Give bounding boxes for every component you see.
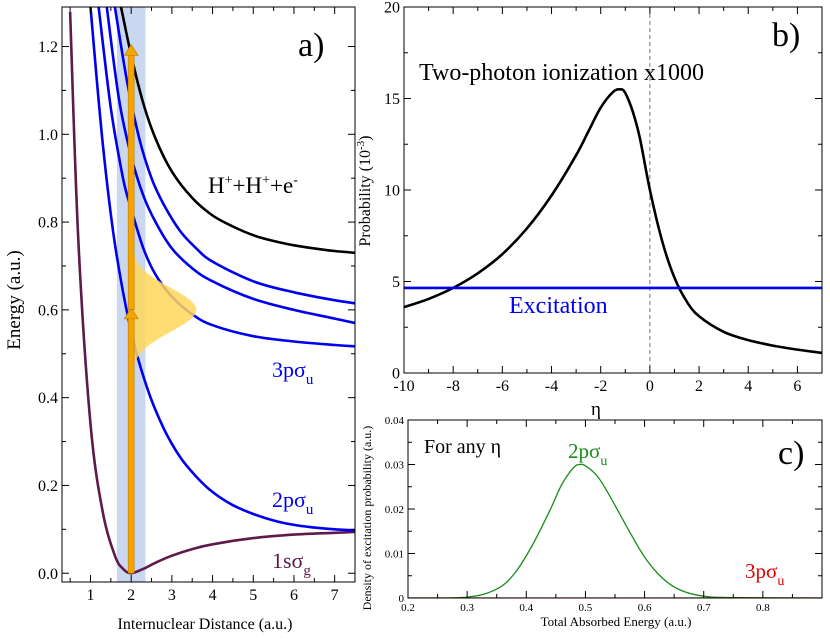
panel-a-xtick-label: 4 — [209, 587, 217, 604]
panel-b-xtick-label: -8 — [447, 378, 460, 395]
threshold-label: H++H++e- — [208, 173, 298, 198]
panel-b-xtick-label: 4 — [744, 378, 752, 395]
panel-c-xtick-label: 0.8 — [756, 602, 770, 614]
panel-c-xtick-label: 0.6 — [638, 602, 652, 614]
panel-a-xtick-label: 6 — [290, 587, 298, 604]
curve-h-h-e- — [119, 7, 355, 255]
panel-c-ytick-label: 0.01 — [385, 548, 404, 560]
panel-a-ytick-label: 0.2 — [38, 478, 58, 495]
panel-c-annotation: For any η — [424, 436, 501, 458]
panel-a-xtick-label: 1 — [86, 587, 94, 604]
panel-c-xtick-label: 0.2 — [401, 602, 415, 614]
panel-b-ytick-label: 0 — [392, 366, 400, 383]
panel-b-xtick-label: -10 — [393, 378, 414, 395]
panel-c-ylabel: Density of excitation probability (a.u.) — [360, 426, 374, 611]
panel-c-xlabel: Total Absorbed Energy (a.u.) — [541, 614, 692, 629]
panel-c-xtick-label: 0.5 — [579, 602, 593, 614]
panel-a-ytick-label: 1.2 — [38, 39, 58, 56]
panel-b: b) Two-photon ionization x1000 Excitatio… — [355, 0, 823, 420]
curve-label-2psu: 2pσu — [272, 487, 314, 518]
panel-b-xtick-label: 6 — [793, 378, 801, 395]
panel-c-ytick-label: 0.04 — [385, 415, 405, 427]
panel-b-ytick-label: 20 — [384, 0, 400, 17]
panel-a-xtick-label: 2 — [127, 587, 135, 604]
curve-two-photon-ionization-x1000 — [404, 87, 822, 355]
panel-b-ylabel: Probability (10-3) — [355, 136, 374, 247]
curve-1s-g — [68, 11, 355, 575]
panel-a-ytick-label: 0.6 — [38, 302, 58, 319]
panel-c: c) For any η 2pσu 3pσu Total Absorbed En… — [360, 415, 823, 629]
panel-a-label: a) — [298, 27, 324, 64]
panel-a-xtick-label: 5 — [249, 587, 257, 604]
panel-b-annotation: Two-photon ionization x1000 — [419, 60, 704, 86]
panel-c-ytick-label: 0.03 — [385, 459, 405, 471]
panel-b-ytick-label: 10 — [384, 183, 400, 200]
panel-a-frame — [61, 6, 356, 583]
transition-arrow-shaft — [127, 54, 135, 311]
panel-a-xtick-label: 7 — [331, 587, 339, 604]
panel-b-xlabel: η — [591, 399, 601, 420]
transition-arrow-shaft — [127, 317, 135, 574]
panel-c-ytick-label: 0.02 — [385, 504, 404, 516]
curve-state-4 — [105, 7, 355, 325]
curve-label-1ssg: 1sσg — [272, 548, 311, 579]
panel-c-ytick-label: 0 — [399, 593, 405, 605]
panel-a-ytick-label: 0.8 — [38, 215, 58, 232]
panel-b-xtick-label: -4 — [545, 378, 558, 395]
panel-b-xtick-label: -6 — [496, 378, 509, 395]
panel-b-ytick-label: 5 — [392, 274, 400, 291]
curve-label-3psu: 3pσu — [272, 357, 314, 388]
panel-b-xtick-label: -2 — [594, 378, 607, 395]
curve-2p-u — [89, 7, 355, 532]
panel-b-xtick-label: 0 — [646, 378, 654, 395]
curve-c-2p-u — [408, 463, 822, 598]
panel-c-xtick-label: 0.7 — [697, 602, 711, 614]
panel-a-plot — [68, 7, 355, 582]
transition-arrow-head — [123, 307, 139, 320]
panel-b-ytick-label: 15 — [384, 91, 400, 108]
excitation-label: Excitation — [509, 293, 608, 319]
panel-a-xtick-label: 3 — [168, 587, 176, 604]
curve-label-c-3psu: 3pσu — [745, 559, 784, 589]
panel-b-xtick-label: 2 — [695, 378, 703, 395]
panel-c-xtick-label: 0.3 — [460, 602, 474, 614]
panel-b-label: b) — [772, 17, 800, 54]
panel-c-label: c) — [778, 435, 804, 472]
curve-state-5 — [113, 7, 355, 305]
panel-a-ytick-label: 0.4 — [38, 390, 58, 407]
curve-label-c-2psu: 2pσu — [568, 439, 607, 469]
wavepacket — [131, 241, 197, 381]
panel-a-ytick-label: 0.0 — [38, 566, 58, 583]
panel-a-ytick-label: 1.0 — [38, 127, 58, 144]
panel-a-xlabel: Internuclear Distance (a.u.) — [117, 616, 292, 633]
panel-a-ylabel: Energy (a.u.) — [4, 250, 25, 349]
transition-arrow-head — [123, 43, 139, 56]
panel-a: a) Internuclear Distance (a.u.) Energy (… — [4, 6, 356, 633]
panel-b-plot — [404, 7, 822, 373]
panel-c-plot — [408, 463, 822, 598]
panel-c-xtick-label: 0.4 — [519, 602, 533, 614]
